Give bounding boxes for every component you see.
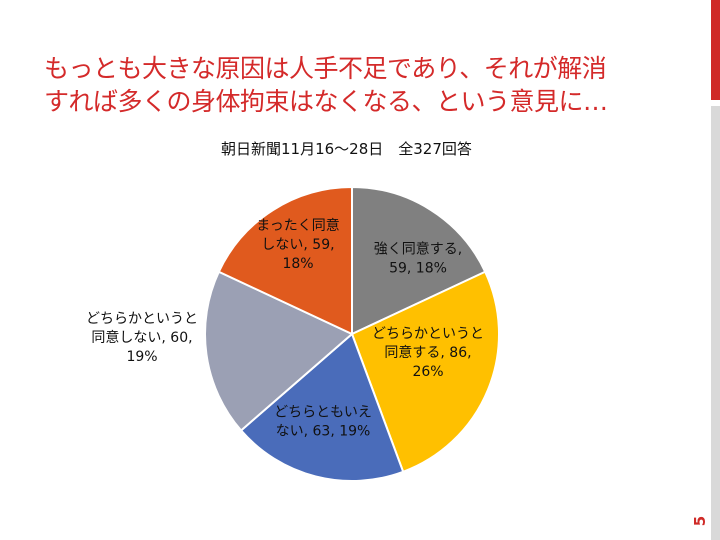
slice-label-line: 26% bbox=[412, 364, 443, 380]
slice-label-line: 19% bbox=[126, 349, 157, 365]
slice-label-line: 18% bbox=[282, 256, 313, 272]
slice-label-line: どちらともいえ bbox=[274, 405, 372, 421]
slice-label-somewhat-agree: どちらかというと同意する, 86, 26% bbox=[372, 326, 484, 380]
slice-label-line: しない, 59, bbox=[261, 237, 334, 253]
slide-title-line1: もっとも大きな原因は人手不足であり、それが解消 bbox=[44, 54, 607, 83]
chart-subtitle: 朝日新聞11月16〜28日 全327回答 bbox=[221, 140, 472, 158]
pie-slice-strongly-disagree bbox=[217, 185, 353, 336]
pie-labels: 強く同意する, 59, 18%どちらかというと同意する, 86, 26%どちらともい… bbox=[86, 217, 484, 440]
slice-label-line: 59, 18% bbox=[389, 261, 447, 277]
accent-bar-red bbox=[711, 0, 720, 100]
slice-label-line: どちらかというと bbox=[372, 326, 484, 342]
slice-label-line: まったく同意 bbox=[256, 217, 339, 234]
slice-label-line: 同意する, 86, bbox=[384, 344, 471, 361]
page-number: 5 bbox=[691, 515, 709, 527]
slice-label-neutral: どちらともいえない, 63, 19% bbox=[274, 405, 372, 440]
pie-slice-somewhat-disagree bbox=[204, 270, 354, 432]
slice-label-strongly-agree: 強く同意する, 59, 18% bbox=[374, 241, 462, 277]
slide-title-line2: すれば多くの身体拘束はなくなる、という意見に… bbox=[44, 87, 608, 116]
pie-slice-somewhat-agree bbox=[350, 270, 500, 474]
slice-label-line: ない, 63, 19% bbox=[276, 424, 371, 440]
pie-slices bbox=[204, 185, 500, 482]
slide-title: もっとも大きな原因は人手不足であり、それが解消 すれば多くの身体拘束はなくなる、… bbox=[44, 52, 664, 118]
slice-label-somewhat-disagree: どちらかというと同意しない, 60, 19% bbox=[86, 311, 198, 365]
accent-bar-gray bbox=[711, 106, 720, 540]
pie-slice-neutral bbox=[239, 332, 405, 482]
slice-label-line: 強く同意する, bbox=[374, 241, 462, 258]
slice-label-strongly-disagree: まったく同意しない, 59, 18% bbox=[256, 217, 339, 272]
slice-label-line: 同意しない, 60, bbox=[91, 329, 192, 346]
slice-label-line: どちらかというと bbox=[86, 311, 198, 327]
pie-slice-strongly-agree bbox=[351, 185, 487, 336]
